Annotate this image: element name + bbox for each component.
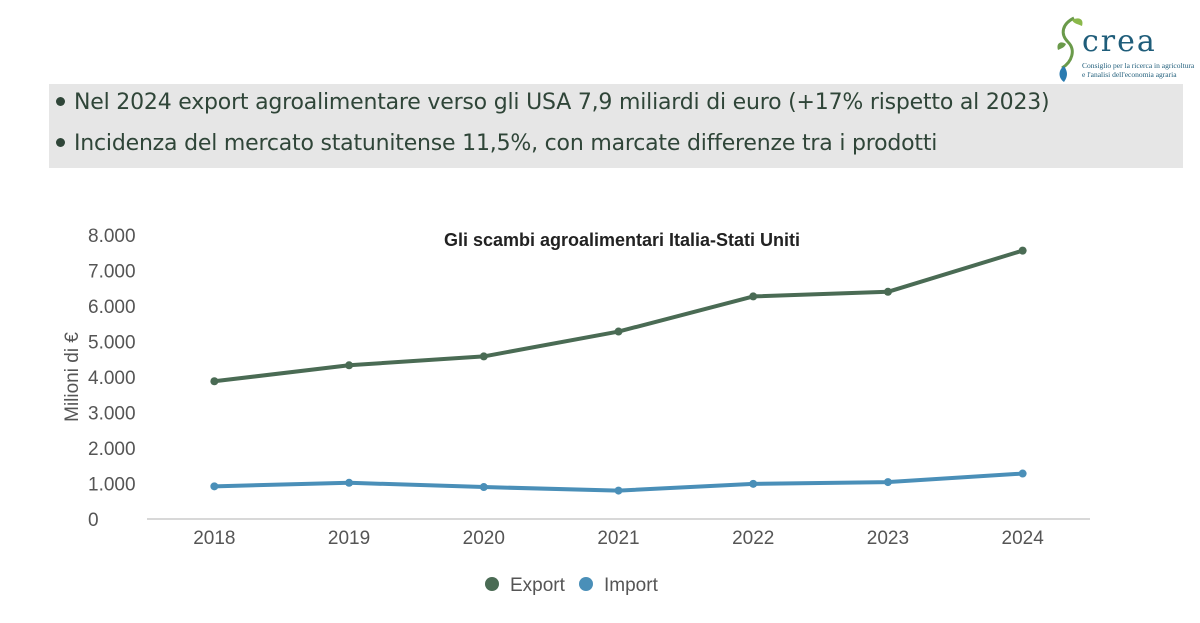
y-tick-label: 5.000 xyxy=(88,333,136,354)
crea-leaf-icon xyxy=(1057,16,1083,82)
x-tick-label: 2023 xyxy=(867,528,909,549)
data-point-export xyxy=(883,287,892,296)
data-point-import xyxy=(210,482,219,491)
logo-subtitle-line-2: e l'analisi dell'economia agraria xyxy=(1082,70,1177,79)
x-tick-label: 2022 xyxy=(732,528,774,549)
legend-marker-import xyxy=(579,577,593,591)
data-point-import xyxy=(1018,469,1027,478)
data-point-export xyxy=(614,327,623,336)
legend-label-export: Export xyxy=(510,575,566,596)
summary-banner xyxy=(49,84,1183,168)
data-point-export xyxy=(479,352,488,361)
bullet-dot xyxy=(56,96,65,106)
data-point-import xyxy=(614,486,623,495)
data-point-import xyxy=(749,479,758,488)
data-point-export xyxy=(210,377,219,386)
y-tick-label: 0 xyxy=(88,510,99,531)
summary-bullet-1: Nel 2024 export agroalimentare verso gli… xyxy=(56,90,1050,115)
y-tick-label: 1.000 xyxy=(88,475,136,496)
x-tick-label: 2020 xyxy=(463,528,505,549)
y-axis-label: Milioni di € xyxy=(62,332,83,422)
y-tick-label: 6.000 xyxy=(88,297,136,318)
x-tick-label: 2019 xyxy=(328,528,370,549)
x-tick-label: 2024 xyxy=(1002,528,1045,549)
x-tick-label: 2018 xyxy=(193,528,235,549)
summary-bullet-2: Incidenza del mercato statunitense 11,5%… xyxy=(56,131,937,156)
legend-marker-export xyxy=(485,577,499,591)
series-line-export xyxy=(212,248,1025,384)
x-tick-label: 2021 xyxy=(597,528,639,549)
data-point-export xyxy=(345,361,354,370)
logo-subtitle: Consiglio per la ricerca in agricoltura … xyxy=(1082,61,1194,79)
bullet-dot xyxy=(56,137,65,147)
y-tick-label: 8.000 xyxy=(88,226,136,247)
data-point-export xyxy=(1018,246,1027,255)
data-point-export xyxy=(749,292,758,301)
logo-subtitle-line-1: Consiglio per la ricerca in agricoltura xyxy=(1082,61,1195,70)
y-tick-label: 2.000 xyxy=(88,439,136,460)
legend-label-import: Import xyxy=(604,575,659,596)
summary-bullet-2-text: Incidenza del mercato statunitense 11,5%… xyxy=(74,131,938,156)
y-tick-label: 7.000 xyxy=(88,262,136,283)
summary-bullet-1-text: Nel 2024 export agroalimentare verso gli… xyxy=(74,90,1050,115)
data-point-import xyxy=(883,478,892,487)
logo-wordmark: crea xyxy=(1082,24,1157,59)
data-point-import xyxy=(345,478,354,487)
crea-logo: crea Consiglio per la ricerca in agricol… xyxy=(1052,14,1194,86)
chart-title: Gli scambi agroalimentari Italia-Stati U… xyxy=(444,230,800,250)
data-point-import xyxy=(479,483,488,492)
y-tick-label: 3.000 xyxy=(88,404,136,425)
y-tick-label: 4.000 xyxy=(88,368,136,389)
